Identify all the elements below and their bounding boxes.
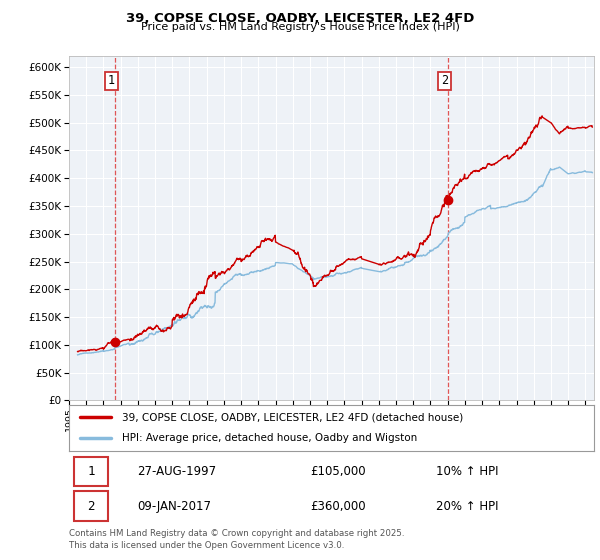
Text: 1: 1 xyxy=(88,465,95,478)
Text: £105,000: £105,000 xyxy=(311,465,366,478)
Text: £360,000: £360,000 xyxy=(311,500,366,513)
Text: 1: 1 xyxy=(107,74,115,87)
Text: Contains HM Land Registry data © Crown copyright and database right 2025.
This d: Contains HM Land Registry data © Crown c… xyxy=(69,529,404,550)
Bar xyxy=(74,492,109,521)
Text: 10% ↑ HPI: 10% ↑ HPI xyxy=(437,465,499,478)
Text: Price paid vs. HM Land Registry's House Price Index (HPI): Price paid vs. HM Land Registry's House … xyxy=(140,22,460,32)
Text: 09-JAN-2017: 09-JAN-2017 xyxy=(137,500,211,513)
Bar xyxy=(74,457,109,486)
Text: 39, COPSE CLOSE, OADBY, LEICESTER, LE2 4FD (detached house): 39, COPSE CLOSE, OADBY, LEICESTER, LE2 4… xyxy=(121,412,463,422)
Text: 2: 2 xyxy=(441,74,448,87)
Text: 39, COPSE CLOSE, OADBY, LEICESTER, LE2 4FD: 39, COPSE CLOSE, OADBY, LEICESTER, LE2 4… xyxy=(126,12,474,25)
Text: 2: 2 xyxy=(88,500,95,513)
Text: 27-AUG-1997: 27-AUG-1997 xyxy=(137,465,217,478)
Text: 20% ↑ HPI: 20% ↑ HPI xyxy=(437,500,499,513)
Text: HPI: Average price, detached house, Oadby and Wigston: HPI: Average price, detached house, Oadb… xyxy=(121,433,417,444)
